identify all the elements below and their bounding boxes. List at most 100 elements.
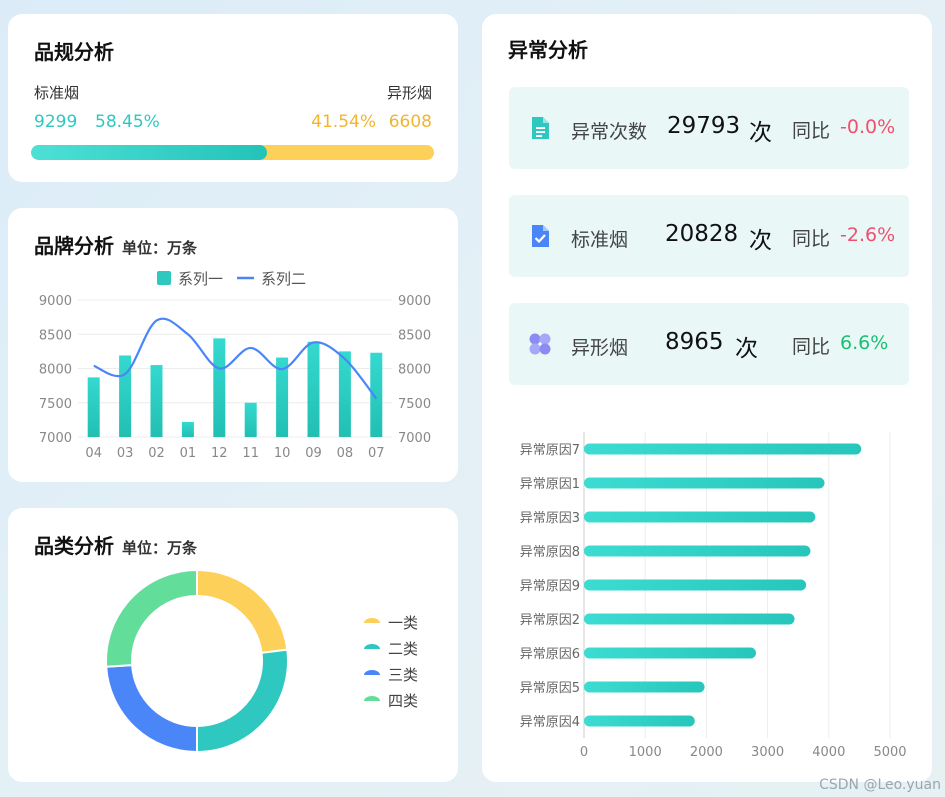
stat-unit: 次 bbox=[735, 336, 758, 362]
y-tick-right: 7000 bbox=[398, 431, 431, 446]
x-tick: 1000 bbox=[629, 745, 662, 760]
legend-label-series2: 系列二 bbox=[261, 270, 306, 288]
y-tick-right: 8500 bbox=[398, 328, 431, 343]
donut-slice bbox=[105, 664, 198, 754]
stat-label: 异常次数 bbox=[571, 121, 648, 143]
donut-slice bbox=[196, 568, 289, 654]
legend-swatch-series1 bbox=[157, 271, 171, 285]
category-title: 品类分析 bbox=[34, 534, 114, 558]
stat-anomaly-count: 异常次数 29793 次 同比 -0.0% bbox=[509, 87, 909, 169]
document-icon bbox=[532, 117, 549, 139]
bar-series1 bbox=[338, 351, 351, 437]
bar-series1 bbox=[276, 357, 289, 437]
legend-label: 三类 bbox=[388, 666, 418, 684]
special-label: 异形烟 bbox=[386, 84, 432, 102]
watermark: CSDN @Leo.yuan bbox=[819, 777, 941, 793]
legend-label: 一类 bbox=[388, 614, 418, 632]
spec-progress-bar bbox=[31, 145, 434, 160]
y-tick-right: 7500 bbox=[398, 397, 431, 412]
x-tick: 12 bbox=[211, 446, 228, 461]
bar-series1 bbox=[181, 421, 194, 437]
standard-count: 9299 bbox=[34, 112, 78, 132]
y-tick-left: 9000 bbox=[39, 294, 72, 309]
reason-label: 异常原因4 bbox=[520, 715, 580, 730]
x-tick: 09 bbox=[305, 446, 322, 461]
stat-yoy-label: 同比 bbox=[792, 336, 831, 358]
spec-progress-fill bbox=[31, 145, 267, 160]
x-tick: 02 bbox=[148, 446, 165, 461]
checked-file-icon bbox=[532, 225, 549, 247]
stat-yoy-value: 6.6% bbox=[840, 332, 889, 354]
anomaly-analysis-card: 异常分析 异常次数 29793 次 同比 -0.0% 标准烟 20828 次 同… bbox=[482, 14, 932, 782]
x-tick: 4000 bbox=[812, 745, 845, 760]
x-tick: 10 bbox=[274, 446, 291, 461]
reason-bar bbox=[584, 545, 811, 557]
stat-label: 异形烟 bbox=[571, 337, 629, 359]
reason-bar bbox=[584, 613, 795, 625]
reason-label: 异常原因8 bbox=[520, 545, 580, 560]
grid-icon bbox=[529, 333, 551, 355]
legend-swatch bbox=[364, 618, 380, 623]
y-tick-left: 8000 bbox=[39, 363, 72, 378]
anomaly-title: 异常分析 bbox=[508, 38, 588, 62]
brand-chart: 7000 7000 7500 7500 8000 8000 8500 8500 9000 9000… bbox=[39, 270, 431, 461]
reason-bar bbox=[584, 443, 862, 455]
x-tick: 07 bbox=[368, 446, 385, 461]
reason-label: 异常原因1 bbox=[520, 477, 580, 492]
bar-series1 bbox=[213, 338, 226, 437]
reason-bar bbox=[584, 681, 705, 693]
x-tick: 08 bbox=[337, 446, 354, 461]
legend-swatch bbox=[364, 670, 380, 675]
x-tick: 03 bbox=[117, 446, 134, 461]
stat-yoy-value: -2.6% bbox=[840, 224, 896, 246]
legend-label: 二类 bbox=[388, 640, 418, 658]
donut-slice bbox=[105, 568, 198, 668]
stat-value: 20828 bbox=[665, 221, 739, 247]
category-title-row: 品类分析 单位：万条 bbox=[34, 530, 197, 559]
bar-series1 bbox=[87, 377, 100, 437]
x-tick: 2000 bbox=[690, 745, 723, 760]
stat-label: 标准烟 bbox=[571, 229, 629, 251]
y-tick-left: 7500 bbox=[39, 397, 72, 412]
reasons-chart: 0 1000 2000 3000 4000 5000 异常原因7 异常原因1 异常原因3 异常原因… bbox=[520, 432, 907, 760]
category-analysis-card: 品类分析 单位：万条 一类 二类 三类 四类 bbox=[8, 508, 458, 782]
x-tick: 0 bbox=[580, 745, 588, 760]
stat-standard: 标准烟 20828 次 同比 -2.6% bbox=[509, 195, 909, 277]
legend-label-series1: 系列一 bbox=[178, 270, 223, 288]
stat-unit: 次 bbox=[749, 228, 772, 254]
x-tick: 3000 bbox=[751, 745, 784, 760]
reason-bar bbox=[584, 647, 756, 659]
x-tick: 5000 bbox=[873, 745, 906, 760]
spec-analysis-card: 品规分析 标准烟 异形烟 9299 58.45% 41.54% 6608 bbox=[8, 14, 458, 182]
donut-slice bbox=[196, 648, 289, 754]
y-tick-right: 9000 bbox=[398, 294, 431, 309]
x-tick: 04 bbox=[85, 446, 102, 461]
reason-label: 异常原因6 bbox=[520, 647, 580, 662]
reason-bar bbox=[584, 715, 695, 727]
x-tick: 11 bbox=[242, 446, 259, 461]
bar-series1 bbox=[307, 341, 320, 437]
x-tick: 01 bbox=[180, 446, 197, 461]
y-tick-left: 8500 bbox=[39, 328, 72, 343]
bar-series1 bbox=[150, 365, 163, 437]
y-tick-left: 7000 bbox=[39, 431, 72, 446]
reason-label: 异常原因5 bbox=[520, 681, 580, 696]
line-series2 bbox=[93, 317, 378, 400]
reason-label: 异常原因9 bbox=[520, 579, 580, 594]
brand-unit: 单位：万条 bbox=[122, 239, 198, 257]
brand-title-row: 品牌分析 单位：万条 bbox=[34, 230, 197, 259]
stat-yoy-label: 同比 bbox=[792, 120, 831, 142]
stat-yoy-value: -0.0% bbox=[840, 116, 896, 138]
bar-series1 bbox=[244, 402, 257, 437]
standard-percent: 58.45% bbox=[95, 112, 160, 132]
legend-swatch bbox=[364, 696, 380, 701]
legend-swatch bbox=[364, 644, 380, 649]
reason-bar bbox=[584, 477, 825, 489]
reason-label: 异常原因7 bbox=[520, 443, 580, 458]
stat-special: 异形烟 8965 次 同比 6.6% bbox=[509, 303, 909, 385]
stat-value: 29793 bbox=[667, 113, 741, 139]
spec-title: 品规分析 bbox=[34, 40, 114, 64]
stat-unit: 次 bbox=[749, 120, 772, 146]
brand-analysis-card: 品牌分析 单位：万条 7000 7000 7500 7500 8000 8000 8500 85… bbox=[8, 208, 458, 482]
